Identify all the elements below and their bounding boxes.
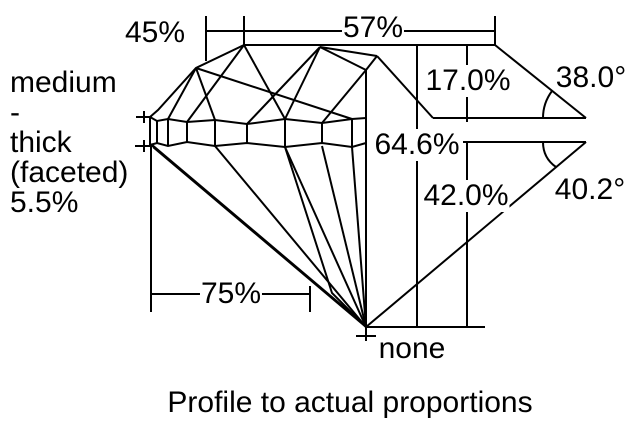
right-profile-outline	[365, 44, 587, 328]
crown-angle-label: 38.0°	[555, 61, 627, 94]
girdle-label-line: (faceted)	[10, 156, 129, 189]
pavilion-depth-label: 42.0%	[422, 179, 510, 212]
girdle-thickness-label: medium - thick (faceted) 5.5%	[10, 68, 128, 218]
culet-label: none	[378, 332, 446, 365]
star-length-label: 45%	[124, 16, 186, 49]
crown-angle-arc	[542, 90, 553, 119]
table-size-label: 57%	[341, 11, 405, 44]
lower-girdle-label: 75%	[199, 277, 263, 310]
depth-dimension-lines	[366, 45, 485, 328]
pavilion-angle-label: 40.2°	[554, 173, 626, 206]
girdle-label-line: medium	[10, 66, 117, 99]
culet-mark	[356, 327, 376, 341]
girdle-band	[149, 116, 367, 149]
caption: Profile to actual proportions	[167, 386, 533, 419]
girdle-tick-marks	[135, 111, 153, 152]
girdle-label-line: 5.5%	[10, 186, 79, 219]
crown-wireframe	[149, 44, 495, 327]
girdle-label-line: -	[10, 96, 20, 129]
crown-height-label: 17.0%	[424, 64, 512, 97]
pavilion-angle-arc	[542, 141, 557, 168]
girdle-label-line: thick	[10, 126, 72, 159]
pavilion-wireframe	[150, 143, 367, 328]
total-depth-label: 64.6%	[373, 128, 461, 161]
